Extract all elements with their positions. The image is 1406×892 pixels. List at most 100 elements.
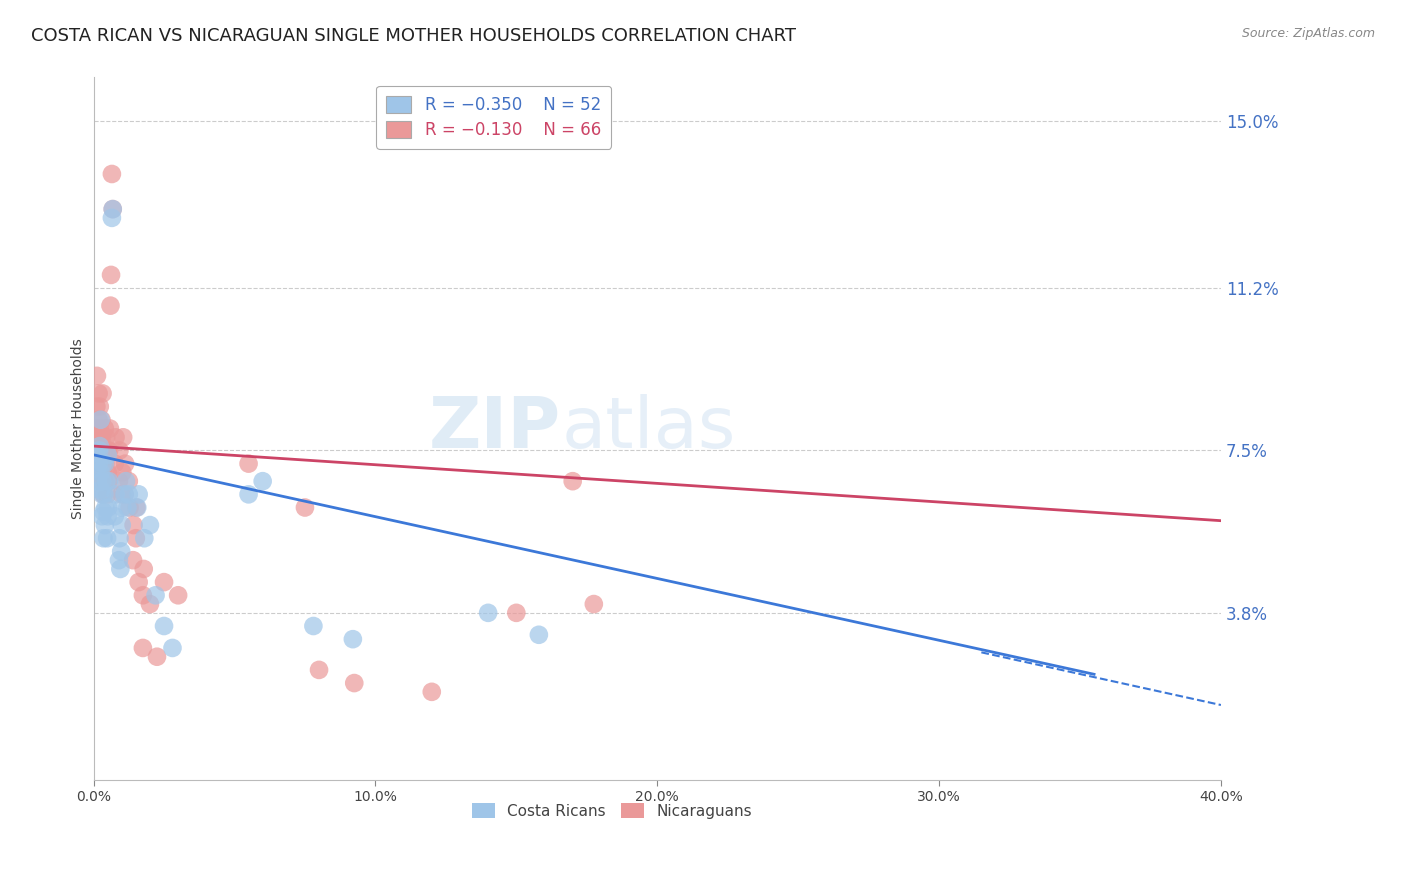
Point bbox=[96, 430, 118, 444]
Point bbox=[114, 487, 136, 501]
Point bbox=[94, 474, 117, 488]
Point bbox=[118, 487, 141, 501]
Point bbox=[128, 575, 150, 590]
Point bbox=[90, 413, 112, 427]
Point bbox=[87, 386, 110, 401]
Point bbox=[114, 487, 136, 501]
Point bbox=[97, 443, 120, 458]
Point bbox=[101, 202, 124, 216]
Point bbox=[91, 430, 114, 444]
Point bbox=[132, 588, 155, 602]
Point bbox=[101, 202, 124, 216]
Point bbox=[97, 474, 120, 488]
Point bbox=[125, 531, 148, 545]
Point bbox=[132, 640, 155, 655]
Point bbox=[110, 544, 132, 558]
Point bbox=[110, 562, 132, 576]
Point bbox=[115, 474, 138, 488]
Point bbox=[132, 562, 155, 576]
Point bbox=[125, 500, 148, 515]
Point bbox=[90, 413, 112, 427]
Point bbox=[93, 505, 115, 519]
Point bbox=[122, 518, 145, 533]
Point bbox=[97, 509, 120, 524]
Point bbox=[302, 619, 325, 633]
Point bbox=[94, 457, 117, 471]
Point bbox=[97, 500, 120, 515]
Point bbox=[96, 531, 118, 545]
Point bbox=[108, 553, 131, 567]
Point bbox=[134, 531, 156, 545]
Point bbox=[98, 474, 121, 488]
Point bbox=[90, 466, 112, 480]
Point bbox=[91, 457, 114, 471]
Point bbox=[89, 400, 111, 414]
Point bbox=[112, 430, 135, 444]
Point bbox=[90, 474, 112, 488]
Point bbox=[343, 676, 366, 690]
Point bbox=[86, 368, 108, 383]
Point bbox=[93, 487, 115, 501]
Point bbox=[527, 628, 550, 642]
Point bbox=[108, 474, 131, 488]
Text: Source: ZipAtlas.com: Source: ZipAtlas.com bbox=[1241, 27, 1375, 40]
Point bbox=[87, 457, 110, 471]
Point bbox=[101, 167, 124, 181]
Point bbox=[108, 443, 131, 458]
Point bbox=[97, 448, 120, 462]
Y-axis label: Single Mother Households: Single Mother Households bbox=[72, 338, 86, 519]
Point bbox=[122, 553, 145, 567]
Point bbox=[308, 663, 330, 677]
Point bbox=[294, 500, 316, 515]
Point bbox=[167, 588, 190, 602]
Point bbox=[87, 474, 110, 488]
Point bbox=[86, 400, 108, 414]
Point bbox=[238, 487, 260, 501]
Point bbox=[561, 474, 583, 488]
Text: ZIP: ZIP bbox=[429, 394, 561, 463]
Point bbox=[101, 211, 124, 225]
Point bbox=[94, 518, 117, 533]
Point bbox=[89, 439, 111, 453]
Point bbox=[87, 430, 110, 444]
Point bbox=[86, 461, 108, 475]
Point bbox=[108, 531, 131, 545]
Point bbox=[104, 509, 127, 524]
Point bbox=[114, 457, 136, 471]
Legend: Costa Ricans, Nicaraguans: Costa Ricans, Nicaraguans bbox=[467, 797, 758, 824]
Point bbox=[100, 268, 122, 282]
Point bbox=[94, 500, 117, 515]
Point bbox=[89, 466, 111, 480]
Point bbox=[342, 632, 364, 647]
Point bbox=[91, 509, 114, 524]
Point bbox=[127, 500, 149, 515]
Point bbox=[87, 443, 110, 458]
Point bbox=[93, 443, 115, 458]
Point bbox=[94, 457, 117, 471]
Point bbox=[117, 500, 139, 515]
Point bbox=[477, 606, 499, 620]
Point bbox=[91, 386, 114, 401]
Point bbox=[146, 649, 169, 664]
Point bbox=[139, 518, 162, 533]
Point bbox=[238, 457, 260, 471]
Point bbox=[145, 588, 167, 602]
Point bbox=[96, 474, 118, 488]
Point bbox=[89, 421, 111, 435]
Point bbox=[505, 606, 527, 620]
Point bbox=[128, 487, 150, 501]
Point bbox=[90, 457, 112, 471]
Point bbox=[84, 421, 107, 435]
Point bbox=[118, 474, 141, 488]
Point bbox=[91, 487, 114, 501]
Point bbox=[90, 483, 112, 497]
Point bbox=[84, 445, 107, 459]
Text: atlas: atlas bbox=[561, 394, 735, 463]
Point bbox=[91, 457, 114, 471]
Point bbox=[104, 430, 127, 444]
Point bbox=[89, 443, 111, 458]
Point bbox=[162, 640, 184, 655]
Point bbox=[91, 474, 114, 488]
Point bbox=[139, 597, 162, 611]
Point bbox=[118, 500, 141, 515]
